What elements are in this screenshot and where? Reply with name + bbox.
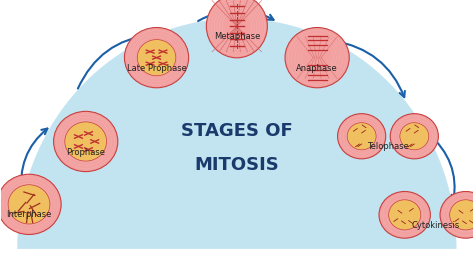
Ellipse shape [338,114,386,159]
Ellipse shape [8,185,50,224]
Ellipse shape [389,200,421,230]
Ellipse shape [137,40,176,76]
Ellipse shape [390,114,438,159]
Ellipse shape [285,28,349,88]
Polygon shape [17,18,456,249]
Text: Interphase: Interphase [6,210,52,219]
Text: Cytokinesis: Cytokinesis [411,221,459,230]
Ellipse shape [400,123,429,150]
Ellipse shape [440,192,473,238]
Text: Late Prophase: Late Prophase [127,64,186,73]
Ellipse shape [347,123,376,150]
Ellipse shape [450,200,473,230]
Text: STAGES OF: STAGES OF [181,122,293,140]
Text: Metaphase: Metaphase [214,32,260,41]
Ellipse shape [53,111,118,172]
Text: Prophase: Prophase [66,148,105,156]
Text: MITOSIS: MITOSIS [194,156,279,174]
Ellipse shape [0,174,61,234]
Ellipse shape [124,28,189,88]
Ellipse shape [65,122,106,161]
Text: Telophase: Telophase [367,142,409,151]
Ellipse shape [379,192,430,238]
Text: Anaphase: Anaphase [296,64,338,73]
Ellipse shape [206,0,267,58]
